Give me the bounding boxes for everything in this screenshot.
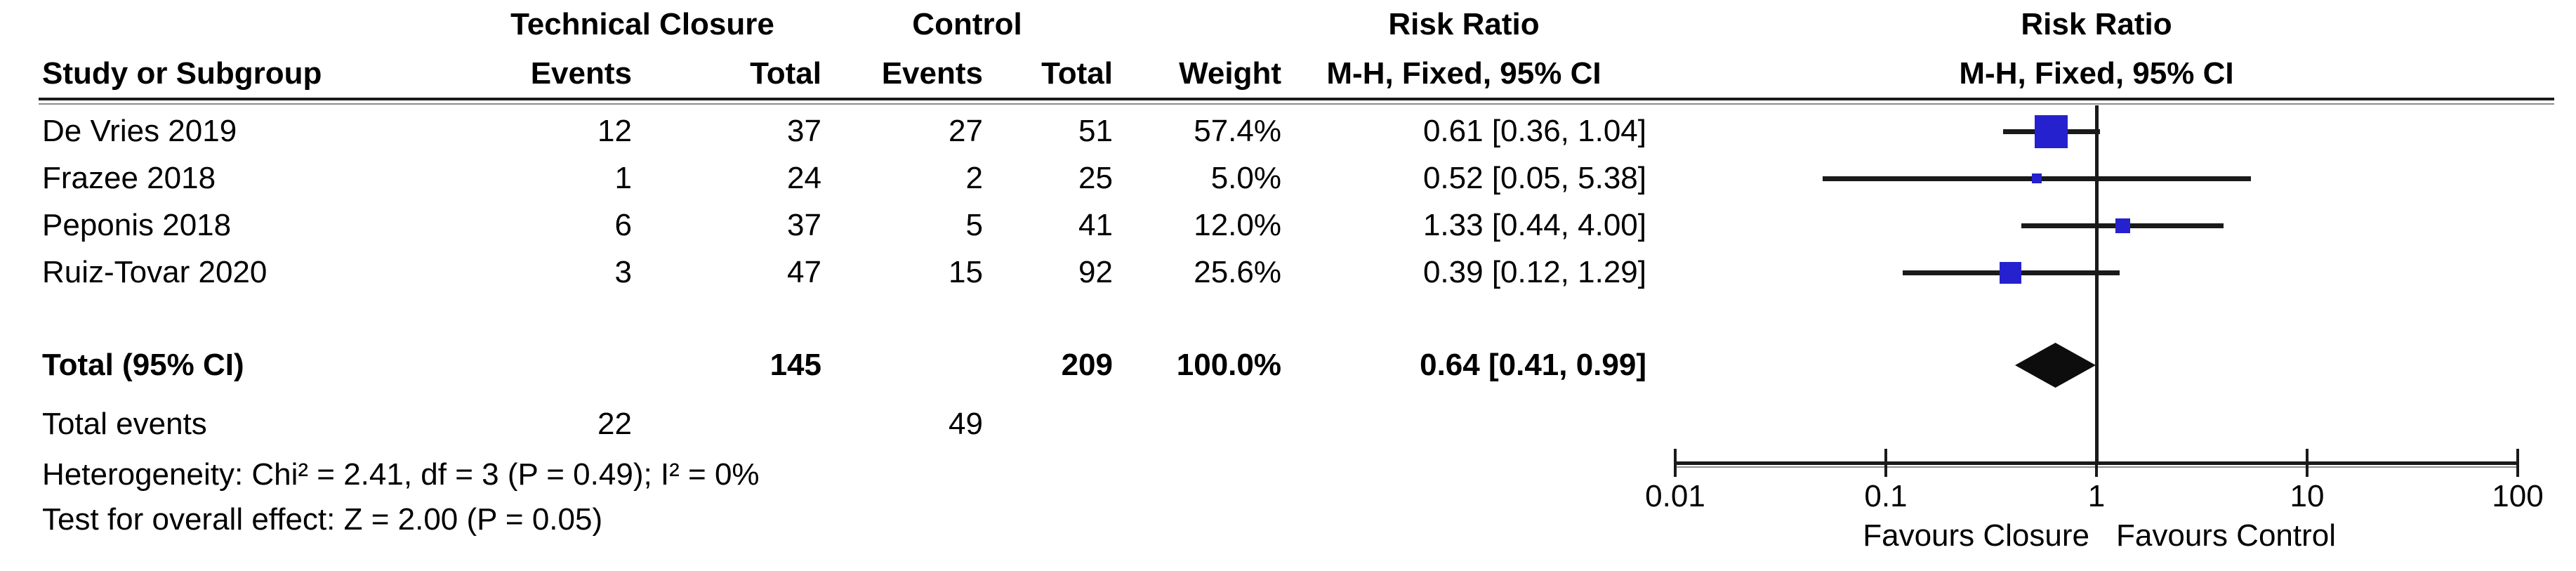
total-weight: 100.0% [1176,348,1281,382]
total-row: Total (95% CI) 145 209 100.0% 0.64 [0.41… [42,342,1646,388]
control-events: 2 [965,161,983,195]
table-row: Ruiz-Tovar 2020 3 47 15 92 25.6% 0.39 [0… [42,249,1646,296]
weight: 12.0% [1194,208,1281,242]
study-name: Peponis 2018 [42,208,232,242]
effect-square [2115,218,2130,233]
overall-effect-stat: Test for overall effect: Z = 2.00 (P = 0… [42,502,603,537]
total-events-label: Total events [42,407,207,441]
total-rr-ci-text: 0.64 [0.41, 0.99] [1420,348,1646,382]
pooled-diamond [2015,343,2096,388]
study-name: Frazee 2018 [42,161,216,195]
group-header-technical-closure: Technical Closure [510,7,774,41]
group-header-control: Control [912,7,1022,41]
column-header-row: Study or Subgroup Events Total Events To… [42,51,1646,97]
treatment-events: 12 [597,114,632,148]
col-header-control-total: Total [1041,56,1113,91]
total-events-control: 49 [949,407,983,441]
x-axis-tick [1884,449,1887,477]
x-axis-tick [1674,449,1677,477]
total-events-treatment: 22 [597,407,632,441]
study-name: De Vries 2019 [42,114,237,148]
x-axis-tick-label: 1 [2087,479,2106,513]
col-header-mh-ci-plot: M-H, Fixed, 95% CI [1959,56,2234,91]
study-name: Ruiz-Tovar 2020 [42,255,267,289]
x-axis-tick-label: 100 [2492,479,2544,513]
control-events: 5 [965,208,983,242]
treatment-events: 3 [614,255,632,289]
total-events-row: Total events 22 49 [42,401,1646,447]
x-axis-tick [2095,449,2098,477]
table-row: De Vries 2019 12 37 27 51 57.4% 0.61 [0.… [42,108,1646,155]
total-label: Total (95% CI) [42,348,244,382]
x-axis-tick-label: 0.01 [1645,479,1705,513]
col-header-control-events: Events [881,56,983,91]
control-events: 15 [949,255,983,289]
heterogeneity-stat: Heterogeneity: Chi² = 2.41, df = 3 (P = … [42,457,760,492]
rr-ci-text: 1.33 [0.44, 4.00] [1422,208,1646,242]
group-header-risk-ratio-plot: Risk Ratio [2021,7,2172,41]
rr-ci-text: 0.52 [0.05, 5.38] [1422,161,1646,195]
control-total: 25 [1078,161,1113,195]
treatment-events: 6 [614,208,632,242]
x-axis-tick-label: 10 [2290,479,2325,513]
rr-ci-text: 0.61 [0.36, 1.04] [1422,114,1646,148]
header-rule-shadow [39,103,2554,105]
treatment-events: 1 [614,161,632,195]
weight: 25.6% [1194,255,1281,289]
favours-left-label: Favours Closure [1863,518,2089,553]
col-header-weight: Weight [1179,56,1281,91]
weight: 5.0% [1210,161,1281,195]
control-events: 27 [949,114,983,148]
col-header-study: Study or Subgroup [42,56,322,91]
header-rule [39,98,2554,100]
group-header-risk-ratio: Risk Ratio [1388,7,1540,41]
table-row: Peponis 2018 6 37 5 41 12.0% 1.33 [0.44,… [42,202,1646,249]
control-total: 92 [1078,255,1113,289]
favours-right-label: Favours Control [2116,518,2337,553]
null-effect-line [2095,105,2099,464]
x-axis-tick-label: 0.1 [1864,479,1908,513]
treatment-total: 24 [787,161,821,195]
col-header-treatment-events: Events [530,56,632,91]
total-treatment-total: 145 [770,348,821,382]
col-header-treatment-total: Total [750,56,821,91]
weight: 57.4% [1194,114,1281,148]
control-total: 41 [1078,208,1113,242]
treatment-total: 37 [787,114,821,148]
x-axis-tick [2306,449,2309,477]
treatment-total: 37 [787,208,821,242]
table-row: Frazee 2018 1 24 2 25 5.0% 0.52 [0.05, 5… [42,155,1646,202]
effect-square [2035,115,2068,148]
rr-ci-text: 0.39 [0.12, 1.29] [1422,255,1646,289]
col-header-mh-ci: M-H, Fixed, 95% CI [1326,56,1601,91]
effect-square [2000,262,2021,284]
total-control-total: 209 [1061,348,1113,382]
effect-square [2032,173,2042,183]
x-axis-tick [2516,449,2519,477]
treatment-total: 47 [787,255,821,289]
control-total: 51 [1078,114,1113,148]
